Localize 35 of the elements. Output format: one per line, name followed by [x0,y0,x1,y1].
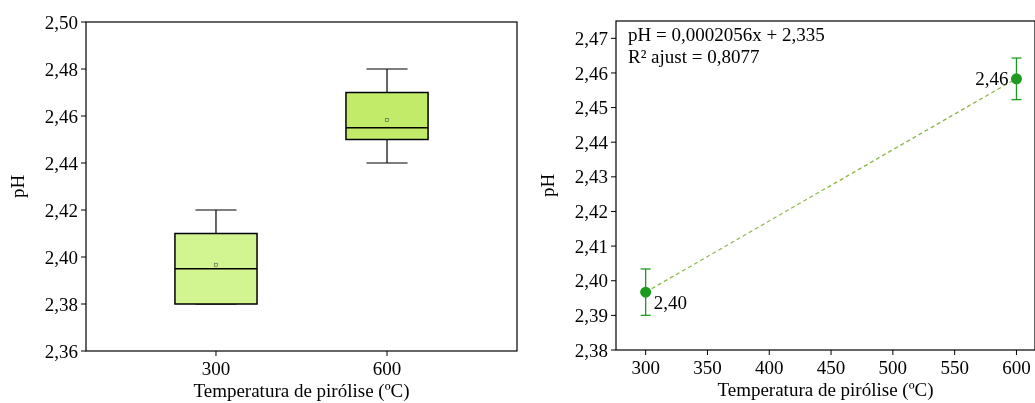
y-tick-label: 2,47 [574,27,608,49]
y-tick-label: 2,41 [574,235,608,257]
y-tick-label: 2,50 [44,11,78,33]
y-axis-title: pH [537,173,558,198]
data-label: 2,40 [653,291,687,313]
y-tick-label: 2,45 [574,97,608,119]
y-tick-label: 2,40 [574,270,608,292]
x-tick-label: 500 [878,357,908,378]
x-tick-label: 550 [940,357,969,378]
y-tick-label: 2,46 [44,105,78,127]
y-tick-label: 2,39 [574,305,608,327]
x-tick-label: 600 [372,358,402,379]
x-axis-title: Temperatura de pirólise (ºC) [717,379,934,401]
x-tick-label: 600 [1002,357,1031,378]
y-tick-label: 2,36 [44,340,78,362]
y-tick-label: 2,48 [44,58,78,80]
y-tick-label: 2,46 [574,62,608,84]
y-tick-label: 2,38 [44,293,78,315]
y-tick-label: 2,43 [574,166,608,188]
y-tick-label: 2,44 [574,131,609,153]
y-axis-title: pH [7,174,28,199]
y-tick-label: 2,44 [44,152,79,174]
x-tick-label: 400 [755,357,784,378]
x-tick-label: 300 [631,357,660,378]
y-tick-label: 2,42 [574,201,608,223]
annotation: pH = 0,0002056x + 2,335 [628,24,825,45]
y-tick-label: 2,38 [574,339,608,361]
y-tick-label: 2,42 [44,199,78,221]
x-tick-label: 350 [693,357,722,378]
annotation: R² ajust = 0,8077 [628,46,760,67]
y-tick-label: 2,40 [44,246,78,268]
data-label: 2,46 [975,68,1009,90]
x-tick-label: 450 [816,357,846,378]
x-tick-label: 300 [201,358,231,379]
x-axis-title: Temperatura de pirólise (ºC) [193,380,410,402]
